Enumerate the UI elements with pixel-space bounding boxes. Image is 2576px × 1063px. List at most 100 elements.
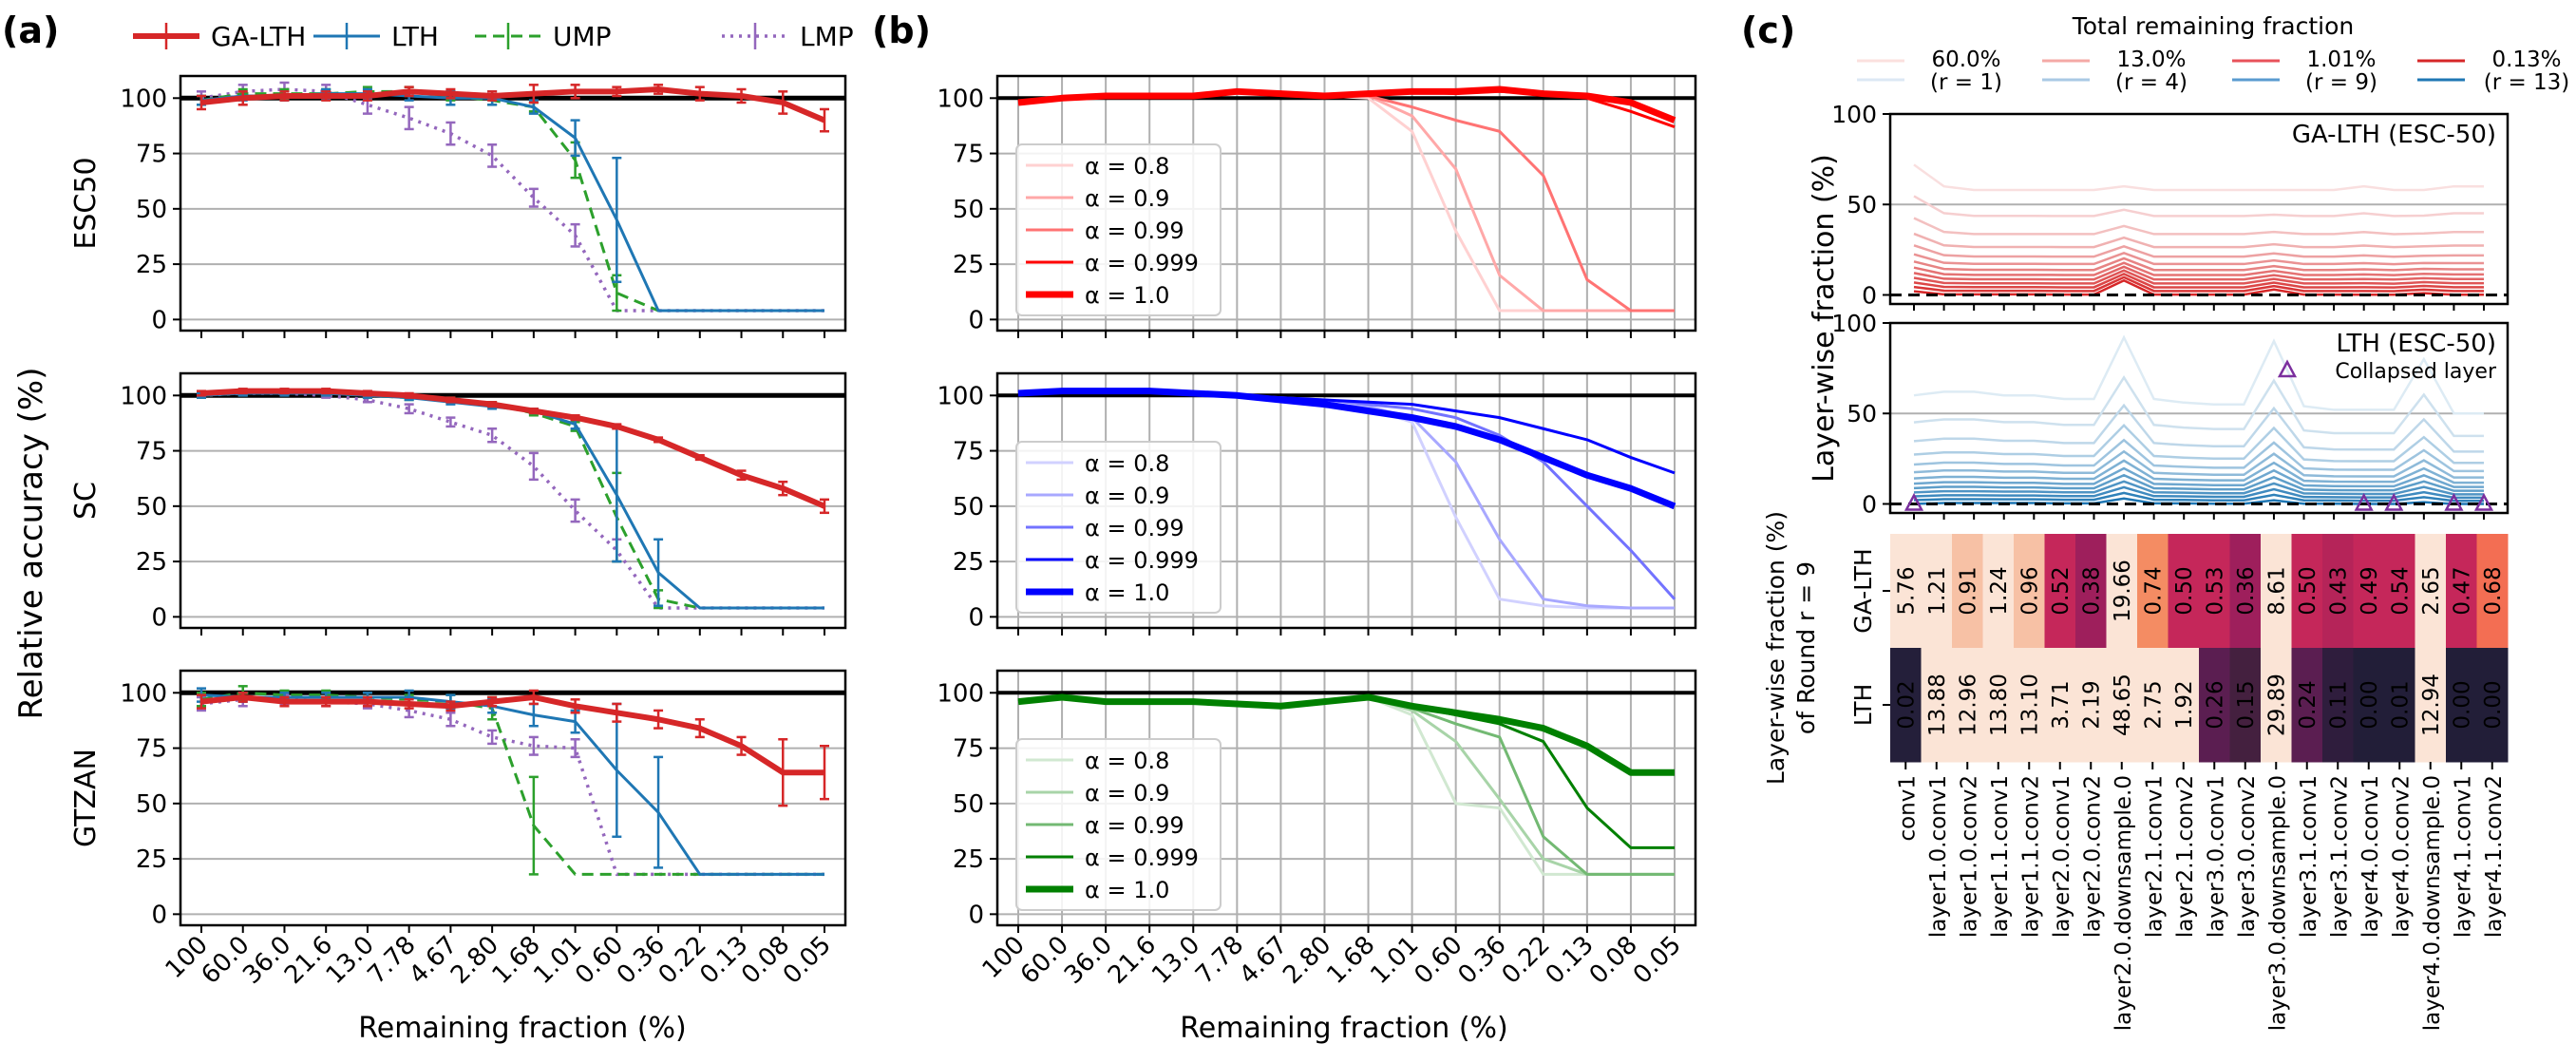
plot-a-esc50: 0 25 50 75 100 ESC50	[69, 74, 847, 338]
axes-frame	[1888, 321, 2510, 515]
x-tick-label: 0.05	[1628, 931, 1687, 990]
heatmap-cell	[1982, 648, 2015, 763]
heatmap-value: 0.01	[2388, 680, 2413, 729]
y-tick-label: 50	[953, 790, 984, 819]
axes-frame	[179, 371, 847, 630]
y-tick-label: 0	[968, 901, 984, 929]
y-tick-label: 25	[136, 251, 167, 279]
legend-round: (r = 1)	[1930, 70, 2002, 95]
heatmap-cell	[2415, 648, 2447, 763]
xticks-b: 10060.036.021.613.07.784.672.801.681.010…	[977, 931, 1687, 990]
heatmap-cell	[2014, 648, 2045, 763]
round-line-r10	[1913, 480, 2484, 496]
row-label-esc50: ESC50	[69, 157, 103, 249]
y-tick-label: 0	[1862, 490, 1877, 518]
row-label-gtzan: GTZAN	[69, 749, 103, 847]
heatmap: 5.76 1.21 0.91 1.24 0.96 0.52 0.38 19.66 0.74 0.5…	[1849, 534, 2509, 1031]
collapsed-marker	[2473, 492, 2494, 511]
heatmap-cell	[2229, 648, 2262, 763]
x-tick-label: 2.80	[1278, 931, 1336, 990]
y-tick-label: 75	[953, 438, 984, 466]
heatmap-value: 0.74	[2141, 566, 2166, 615]
y-tick-label: 75	[953, 735, 984, 764]
heatmap-col-label: layer3.1.conv1	[2297, 775, 2321, 938]
heatmap-value: 2.19	[2079, 680, 2104, 729]
heatmap-col-label: layer3.0.conv1	[2204, 775, 2228, 938]
legend-label: α = 0.99	[1085, 515, 1184, 541]
heatmap-value: 3.71	[2049, 680, 2074, 729]
series-line-ga-lth	[200, 85, 826, 123]
panel-label-b: (b)	[872, 9, 931, 51]
series-line-ump	[200, 391, 824, 610]
series-line-ump	[200, 89, 824, 313]
x-tick-label: 1.01	[1365, 931, 1424, 990]
collapsed-marker	[2444, 492, 2464, 511]
legend-pct: 1.01%	[2306, 47, 2376, 72]
x-tick-label: 0.60	[1409, 931, 1468, 990]
heatmap-cell	[2322, 534, 2354, 649]
heatmap-value: 0.91	[1956, 566, 1980, 615]
heatmap-cell	[2353, 534, 2385, 649]
heatmap-value: 0.96	[2017, 566, 2042, 615]
round-line-r5	[1913, 438, 2484, 473]
heatmap-value: 2.65	[2419, 566, 2444, 615]
x-tick-label: 36.0	[1059, 931, 1118, 990]
axes-frame	[995, 74, 1697, 332]
round-line-r5	[1913, 244, 2484, 258]
series-line-lth	[200, 391, 824, 610]
heatmap-col-label: layer3.0.downsample.0	[2265, 775, 2290, 1031]
legend-label: α = 0.8	[1085, 748, 1169, 774]
y-tick-label: 0	[1862, 281, 1877, 309]
round-line-r1	[1913, 163, 2484, 192]
heatmap-col-label: layer4.1.conv2	[2482, 775, 2507, 938]
y-tick-label: 25	[136, 845, 167, 874]
heatmap-value: 19.66	[2111, 560, 2135, 622]
legend-c: 60.0%(r = 1) 13.0%(r = 4) 1.01%(r = 9) 0.13…	[1857, 47, 2569, 95]
legend-round: (r = 4)	[2115, 70, 2188, 95]
heatmap-cell	[2291, 534, 2323, 649]
legend-label: α = 1.0	[1085, 579, 1169, 606]
round-line-r7	[1913, 256, 2484, 272]
heatmap-cell	[2384, 534, 2415, 649]
row-label-sc: SC	[69, 482, 103, 520]
plot-b-esc50: 0 25 50 75 100 α = 0.8 α = 0.9 α = 0.99 α = 0.99…	[937, 74, 1697, 338]
heatmap-col-label: layer2.1.conv2	[2173, 775, 2198, 938]
heatmap-value: 13.10	[2017, 674, 2042, 736]
legend-label: α = 0.9	[1085, 483, 1169, 509]
round-line-r6	[1913, 449, 2484, 479]
xticks-a: 10060.036.021.613.07.784.672.801.681.010…	[161, 931, 837, 990]
legend-c-title: Total remaining fraction	[2072, 12, 2355, 40]
legend-label: α = 1.0	[1085, 877, 1169, 903]
round-line-r12	[1913, 491, 2484, 503]
heatmap-value: 0.38	[2079, 566, 2104, 615]
legend-pct: 60.0%	[1931, 47, 2000, 72]
round-line-r3	[1913, 217, 2484, 236]
heatmap-value: 48.65	[2111, 674, 2135, 736]
y-tick-label: 50	[1847, 400, 1877, 427]
heatmap-cell	[2291, 648, 2323, 763]
x-tick-label: 60.0	[1015, 931, 1074, 990]
y-tick-label: 0	[968, 603, 984, 632]
heatmap-value: 0.43	[2326, 566, 2351, 615]
series-line-alpha-4	[1017, 693, 1675, 776]
round-line-r10	[1913, 269, 2484, 285]
heatmap-cell	[2229, 534, 2262, 649]
heatmap-cell	[2476, 648, 2509, 763]
heatmap-value: 0.53	[2203, 566, 2227, 615]
y-tick-label: 100	[120, 679, 167, 708]
heatmap-value: 0.50	[2296, 566, 2320, 615]
heatmap-cell	[2106, 648, 2138, 763]
y-tick-label: 75	[136, 438, 167, 466]
heatmap-value: 0.52	[2049, 566, 2074, 615]
y-tick-label: 75	[136, 141, 167, 169]
heatmap-cell	[1890, 534, 1922, 649]
panel-label-c: (c)	[1741, 9, 1795, 51]
heatmap-cell	[2199, 534, 2230, 649]
y-tick-label: 100	[937, 382, 984, 410]
round-line-r8	[1913, 466, 2484, 488]
y-tick-label: 50	[953, 493, 984, 522]
legend-box	[1015, 738, 1222, 911]
round-line-r3	[1913, 403, 2484, 453]
y-tick-label: 50	[136, 196, 167, 224]
heatmap-value: 0.26	[2203, 680, 2227, 729]
